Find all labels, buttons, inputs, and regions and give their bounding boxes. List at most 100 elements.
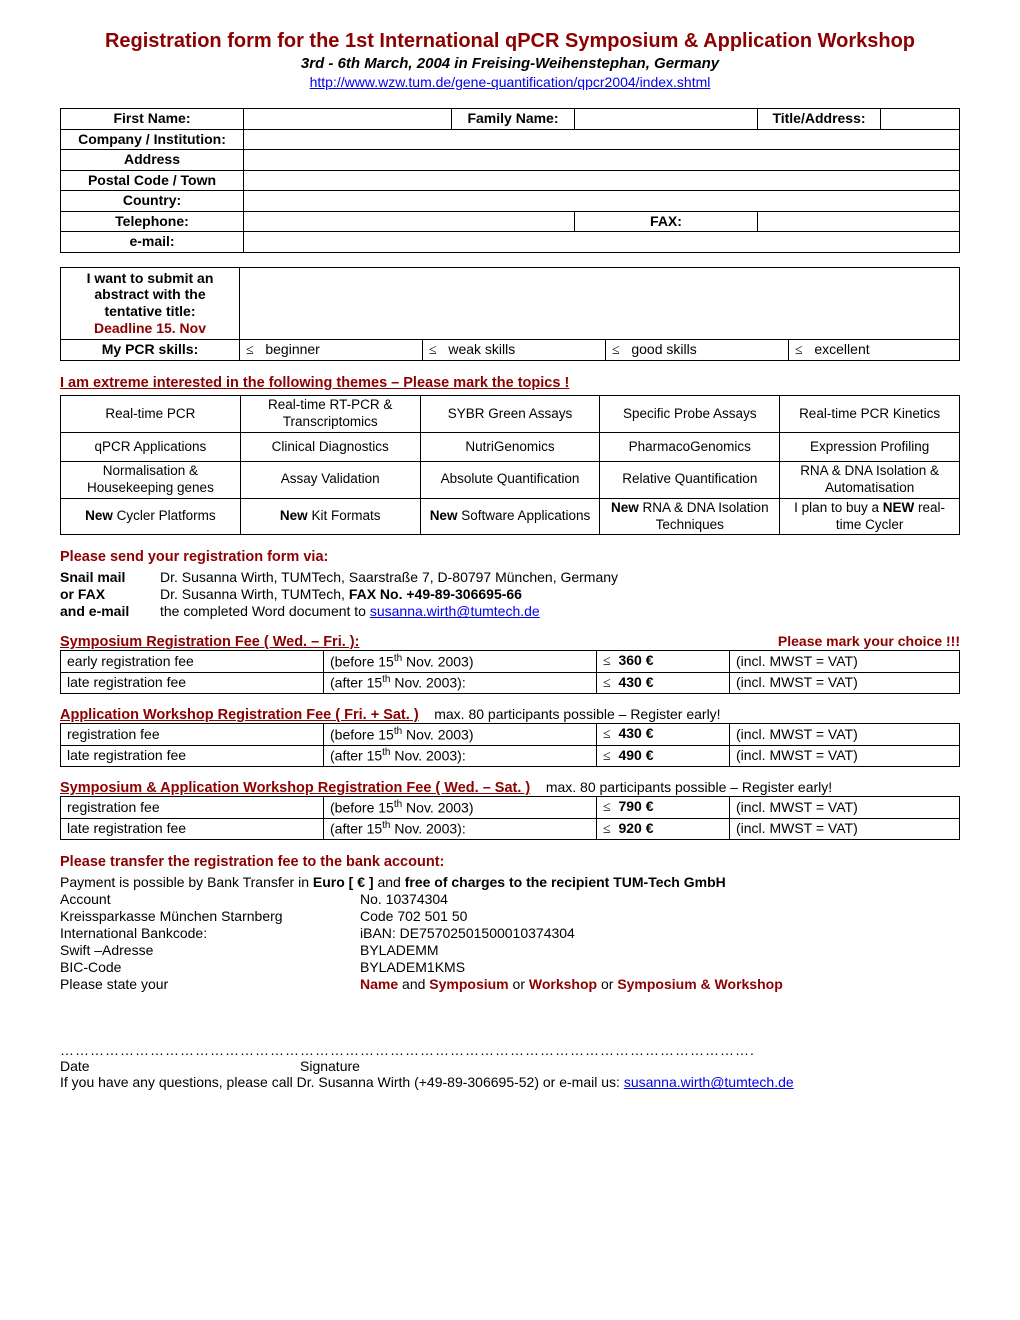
label-postal: Postal Code / Town [61,170,244,191]
theme-cell[interactable]: qPCR Applications [61,432,241,461]
sym-fee-table: early registration fee (before 15th Nov.… [60,650,960,694]
both-fee-note: max. 80 participants possible – Register… [546,779,832,795]
fee-vat: (incl. MWST = VAT) [730,797,960,819]
send-snail: Snail mail Dr. Susanna Wirth, TUMTech, S… [60,569,960,585]
themes-header: I am extreme interested in the following… [60,375,960,391]
skill-beginner[interactable]: ≤ beginner [240,339,423,361]
input-family-name[interactable] [575,109,758,130]
theme-cell[interactable]: Clinical Diagnostics [240,432,420,461]
label-abstract: I want to submit an abstract with the te… [61,267,240,339]
bank-row: Swift –AdresseBYLADEMM [60,942,960,958]
theme-cell[interactable]: New Kit Formats [240,498,420,535]
bank-header: Please transfer the registration fee to … [60,854,960,870]
label-telephone: Telephone: [61,211,244,232]
fee-price[interactable]: ≤ 790 € [597,797,730,819]
theme-cell[interactable]: Real-time RT-PCR & Transcriptomics [240,396,420,433]
label-address: Address [61,150,244,171]
footer-contact: If you have any questions, please call D… [60,1074,960,1090]
both-fee-table: registration fee (before 15th Nov. 2003)… [60,796,960,840]
input-country[interactable] [244,191,960,212]
label-country: Country: [61,191,244,212]
input-company[interactable] [244,129,960,150]
label-family-name: Family Name: [452,109,575,130]
fee-price[interactable]: ≤ 920 € [597,818,730,840]
footer-email-link[interactable]: susanna.wirth@tumtech.de [624,1074,794,1090]
abstract-table: I want to submit an abstract with the te… [60,267,960,362]
bank-state: Please state your Name and Symposium or … [60,976,960,992]
fee-price[interactable]: ≤ 430 € [597,672,730,694]
theme-cell[interactable]: New Cycler Platforms [61,498,241,535]
label-fax: FAX: [575,211,758,232]
theme-cell[interactable]: RNA & DNA Isolation & Automatisation [780,461,960,498]
theme-cell[interactable]: Absolute Quantification [420,461,600,498]
fee-label: registration fee [61,797,324,819]
fee-label: late registration fee [61,672,324,694]
theme-cell[interactable]: NutriGenomics [420,432,600,461]
fee-when: (after 15th Nov. 2003): [324,818,597,840]
theme-cell[interactable]: PharmacoGenomics [600,432,780,461]
page-title: Registration form for the 1st Internatio… [60,30,960,53]
label-title-addr: Title/Address: [758,109,881,130]
bank-row: Kreissparkasse München StarnbergCode 702… [60,908,960,924]
label-date: Date [60,1058,300,1074]
fee-when: (before 15th Nov. 2003) [324,724,597,746]
input-fax[interactable] [758,211,960,232]
fee-vat: (incl. MWST = VAT) [730,672,960,694]
theme-cell[interactable]: Expression Profiling [780,432,960,461]
skill-excellent[interactable]: ≤ excellent [789,339,960,361]
input-address[interactable] [244,150,960,171]
theme-cell[interactable]: Relative Quantification [600,461,780,498]
themes-table: Real-time PCR Real-time RT-PCR & Transcr… [60,395,960,535]
theme-cell[interactable]: Real-time PCR Kinetics [780,396,960,433]
label-signature: Signature [300,1058,360,1074]
send-email: and e-mail the completed Word document t… [60,603,960,619]
input-title-addr[interactable] [881,109,960,130]
fee-when: (after 15th Nov. 2003): [324,745,597,767]
label-email: e-mail: [61,232,244,253]
theme-cell[interactable]: Normalisation & Housekeeping genes [61,461,241,498]
fee-vat: (incl. MWST = VAT) [730,745,960,767]
theme-cell[interactable]: Specific Probe Assays [600,396,780,433]
label-company: Company / Institution: [61,129,244,150]
work-fee-header: Application Workshop Registration Fee ( … [60,707,419,723]
fee-label: early registration fee [61,651,324,673]
input-email[interactable] [244,232,960,253]
header-url-link[interactable]: http://www.wzw.tum.de/gene-quantificatio… [310,74,711,90]
theme-cell[interactable]: Assay Validation [240,461,420,498]
mark-choice: Please mark your choice !!! [778,633,960,649]
fee-price[interactable]: ≤ 430 € [597,724,730,746]
send-header: Please send your registration form via: [60,549,960,565]
fee-when: (before 15th Nov. 2003) [324,651,597,673]
personal-table: First Name: Family Name: Title/Address: … [60,108,960,253]
label-skills: My PCR skills: [61,339,240,361]
theme-cell[interactable]: Real-time PCR [61,396,241,433]
input-telephone[interactable] [244,211,575,232]
work-fee-table: registration fee (before 15th Nov. 2003)… [60,723,960,767]
input-abstract-title[interactable] [240,267,960,339]
bank-payment-line: Payment is possible by Bank Transfer in … [60,874,960,890]
skill-weak[interactable]: ≤ weak skills [423,339,606,361]
theme-cell[interactable]: I plan to buy a NEW real-time Cycler [780,498,960,535]
page-subtitle: 3rd - 6th March, 2004 in Freising-Weihen… [60,55,960,72]
fee-label: late registration fee [61,745,324,767]
send-email-link[interactable]: susanna.wirth@tumtech.de [370,603,540,619]
fee-when: (after 15th Nov. 2003): [324,672,597,694]
fee-vat: (incl. MWST = VAT) [730,818,960,840]
theme-cell[interactable]: New Software Applications [420,498,600,535]
input-first-name[interactable] [244,109,452,130]
theme-cell[interactable]: New RNA & DNA Isolation Techniques [600,498,780,535]
label-first-name: First Name: [61,109,244,130]
work-fee-note: max. 80 participants possible – Register… [434,706,720,722]
fee-price[interactable]: ≤ 490 € [597,745,730,767]
bank-row: International Bankcode:iBAN: DE757025015… [60,925,960,941]
fee-when: (before 15th Nov. 2003) [324,797,597,819]
skill-good[interactable]: ≤ good skills [606,339,789,361]
send-fax: or FAX Dr. Susanna Wirth, TUMTech, FAX N… [60,586,960,602]
fee-vat: (incl. MWST = VAT) [730,724,960,746]
fee-vat: (incl. MWST = VAT) [730,651,960,673]
sym-fee-header: Symposium Registration Fee ( Wed. – Fri.… [60,634,359,650]
fee-price[interactable]: ≤ 360 € [597,651,730,673]
input-postal[interactable] [244,170,960,191]
theme-cell[interactable]: SYBR Green Assays [420,396,600,433]
both-fee-header: Symposium & Application Workshop Registr… [60,780,530,796]
